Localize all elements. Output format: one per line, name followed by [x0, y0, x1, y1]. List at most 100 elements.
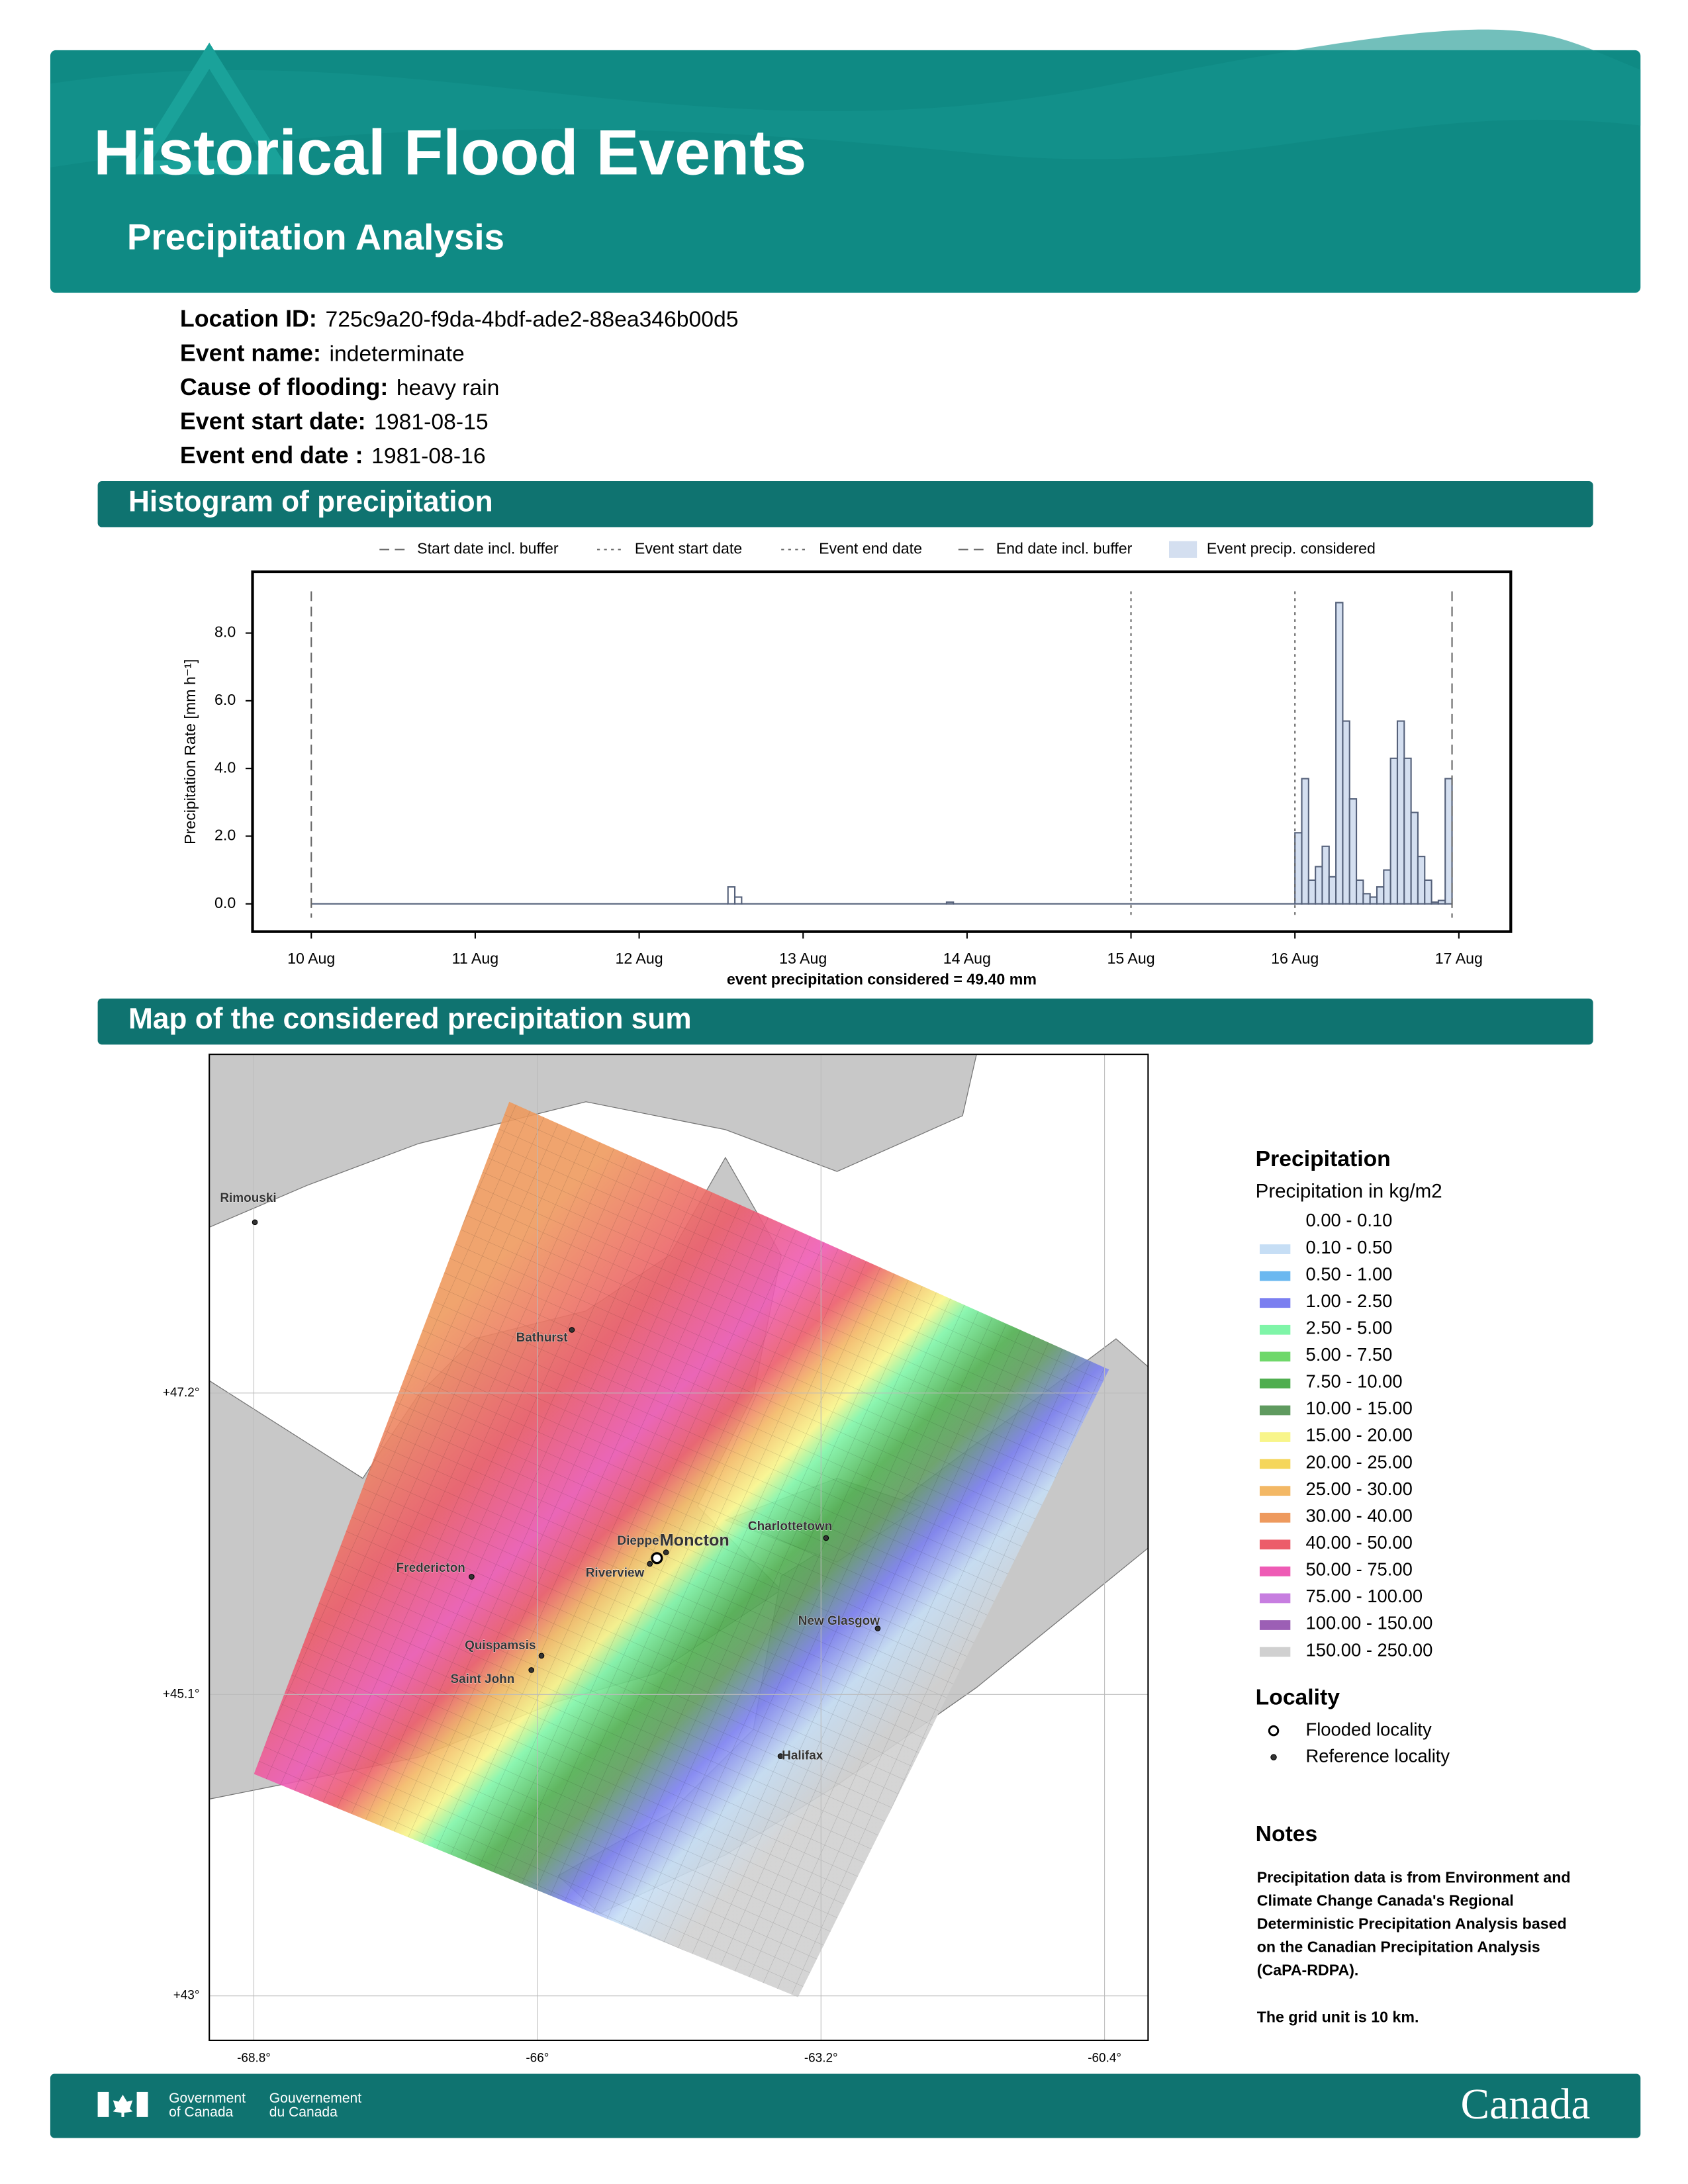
footer-gov-fr: Gouvernement: [269, 2091, 361, 2106]
legend-class-label: 0.00 - 0.10: [1306, 1210, 1393, 1230]
bar: [733, 896, 743, 905]
legend-title: Precipitation: [1256, 1146, 1391, 1171]
locality-label: Bathurst: [516, 1331, 569, 1345]
legend-label: Event precip. considered: [1207, 539, 1376, 557]
plot-frame: [251, 570, 1513, 933]
info-value: 1981-08-16: [371, 443, 485, 469]
reference-locality: [252, 1219, 258, 1226]
legend-locality-label: Reference locality: [1306, 1745, 1450, 1766]
locality-label: Halifax: [782, 1749, 823, 1763]
legend-class-label: 7.50 - 10.00: [1306, 1371, 1403, 1392]
legend-swatch: [1259, 1405, 1291, 1416]
legend-swatch: [1259, 1486, 1291, 1496]
locality-label: Fredericton: [397, 1561, 465, 1575]
section-bar: [97, 998, 1593, 1045]
notes-line: (CaPA-RDPA).: [1257, 1962, 1359, 1979]
section-title: Map of the considered precipitation sum: [128, 1003, 692, 1035]
bar: [1417, 856, 1426, 905]
info-label: Cause of flooding:: [180, 374, 388, 400]
legend-swatch: [1259, 1593, 1291, 1604]
page-subtitle: Precipitation Analysis: [127, 216, 504, 257]
legend-swatch: [1259, 1459, 1291, 1469]
reference-locality: [874, 1625, 881, 1631]
canada-flag: [97, 2091, 148, 2117]
x-tick-label: 11 Aug: [452, 950, 498, 967]
bar: [1383, 869, 1391, 905]
locality-label: New Glasgow: [798, 1614, 880, 1628]
x-tick-label: 15 Aug: [1107, 950, 1154, 967]
bar: [1335, 602, 1344, 905]
legend-symbol: [1268, 1725, 1280, 1737]
info-line: Event start date: 1981-08-15: [180, 408, 489, 435]
section-bar: [97, 481, 1593, 527]
legend-label: Start date incl. buffer: [417, 539, 559, 557]
bar: [1369, 896, 1378, 905]
bar: [1362, 893, 1371, 905]
y-tick-label: 2.0: [214, 827, 236, 844]
map-y-label: +45.1°: [163, 1687, 200, 1701]
page-title: Historical Flood Events: [93, 116, 806, 189]
map-frame: [209, 1054, 1149, 2042]
locality-label: Quispamsis: [465, 1639, 536, 1653]
map-x-label: -60.4°: [1088, 2051, 1121, 2065]
bar: [1376, 886, 1385, 905]
legend-swatch: [1259, 1647, 1291, 1657]
map-y-label: +43°: [173, 1989, 200, 2003]
legend-swatch: [1259, 1217, 1291, 1228]
legend-class-label: 15.00 - 20.00: [1306, 1425, 1413, 1445]
flooded-locality: [651, 1552, 663, 1565]
y-axis-label: Precipitation Rate [mm h⁻¹]: [181, 659, 199, 844]
legend-class-label: 100.00 - 150.00: [1306, 1613, 1433, 1633]
legend-class-label: 1.00 - 2.50: [1306, 1291, 1393, 1311]
locality-label: Riverview: [586, 1567, 645, 1580]
bar: [1437, 899, 1446, 905]
info-label: Event name:: [180, 340, 321, 367]
legend-swatch: [1259, 1512, 1291, 1523]
bar: [1444, 778, 1453, 905]
notes-line: on the Canadian Precipitation Analysis: [1257, 1938, 1540, 1956]
precip-grid: [254, 1101, 1109, 1997]
legend-class-label: 0.50 - 1.00: [1306, 1263, 1393, 1284]
legend-swatch: [1259, 1379, 1291, 1388]
x-tick-label: 10 Aug: [287, 950, 335, 967]
info-line: Event name: indeterminate: [180, 340, 465, 367]
footer-gov-fr: du Canada: [269, 2105, 338, 2120]
legend-swatch: [1259, 1539, 1291, 1550]
reference-locality: [647, 1561, 653, 1567]
x-axis-label: event precipitation considered = 49.40 m…: [727, 971, 1037, 988]
reference-locality: [528, 1667, 535, 1673]
bar: [1430, 901, 1439, 905]
x-tick-label: 14 Aug: [943, 950, 991, 967]
reference-locality: [663, 1549, 669, 1555]
notes-line: Climate Change Canada's Regional: [1257, 1892, 1514, 1909]
reference-locality: [569, 1327, 575, 1333]
notes-line: The grid unit is 10 km.: [1257, 2008, 1419, 2025]
legend-swatch: [1259, 1271, 1291, 1281]
info-label: Location ID:: [180, 306, 317, 332]
bar: [1328, 876, 1337, 905]
map-x-label: -68.8°: [237, 2051, 271, 2065]
reference-locality: [469, 1574, 475, 1580]
bar: [1321, 845, 1330, 905]
legend-class-label: 0.10 - 0.50: [1306, 1237, 1393, 1257]
reference-locality: [777, 1753, 784, 1759]
legend-swatch: [1259, 1244, 1291, 1254]
legend-class-label: 20.00 - 25.00: [1306, 1451, 1413, 1472]
legend-class-label: 30.00 - 40.00: [1306, 1505, 1413, 1525]
info-label: Event start date:: [180, 408, 366, 435]
notes-title: Notes: [1256, 1821, 1318, 1846]
legend-class-label: 50.00 - 75.00: [1306, 1559, 1413, 1580]
legend-class-label: 40.00 - 50.00: [1306, 1532, 1413, 1553]
bar: [1389, 757, 1399, 905]
legend-swatch: [1259, 1351, 1291, 1362]
locality-label: Saint John: [450, 1672, 514, 1686]
legend-label: Event end date: [819, 539, 922, 557]
reference-locality: [823, 1535, 829, 1541]
info-line: Event end date : 1981-08-16: [180, 443, 486, 469]
legend-class-label: 2.50 - 5.00: [1306, 1317, 1393, 1338]
header-wave: [50, 29, 1641, 167]
y-tick-label: 4.0: [214, 758, 236, 776]
bar: [1410, 811, 1419, 905]
